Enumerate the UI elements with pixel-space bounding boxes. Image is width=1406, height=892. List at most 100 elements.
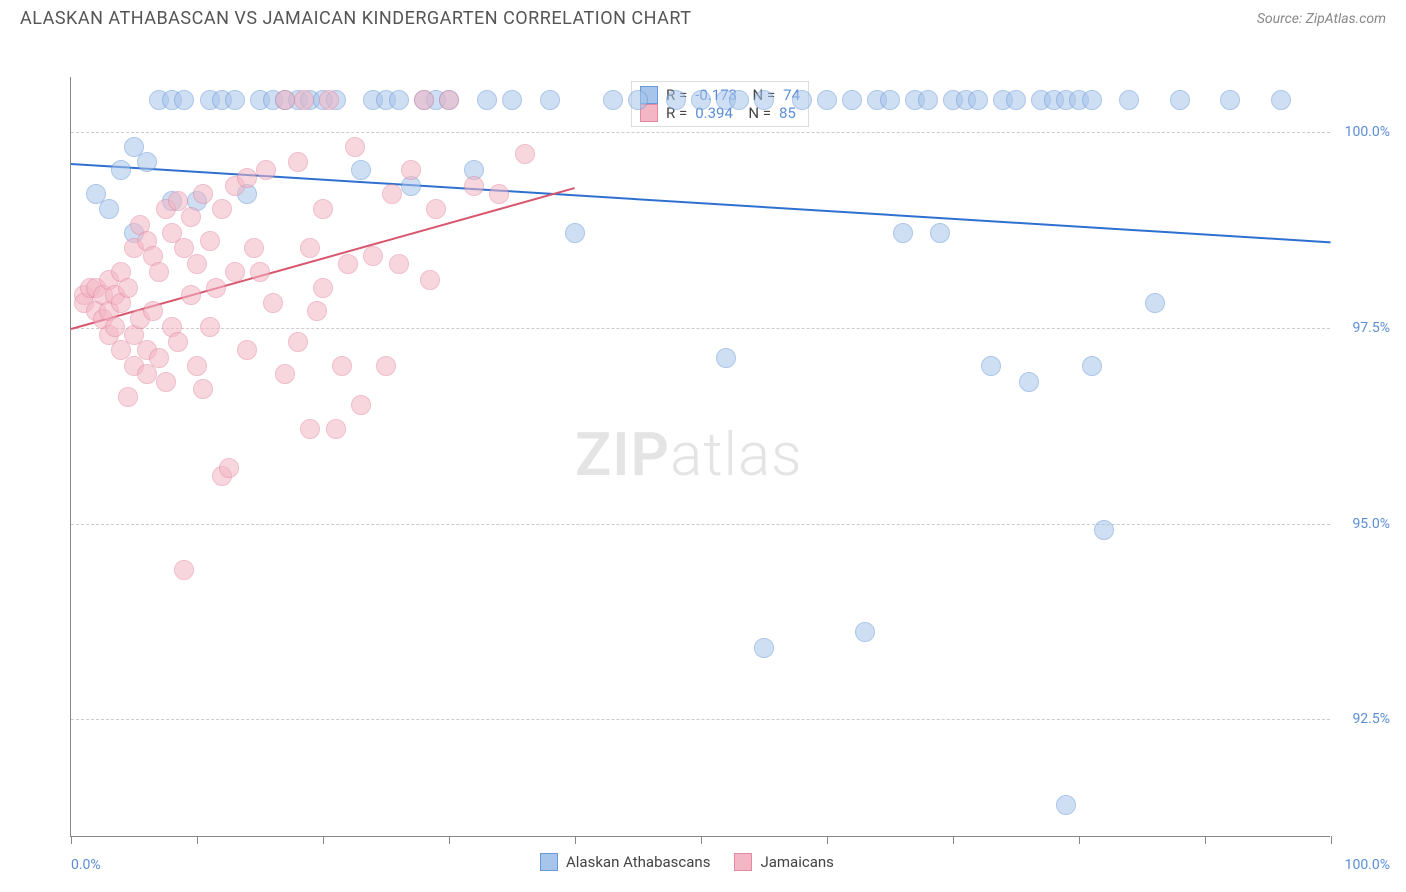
data-point	[319, 90, 339, 110]
y-tick-label: 100.0%	[1345, 124, 1390, 140]
data-point	[382, 184, 402, 204]
data-point	[1271, 90, 1291, 110]
x-tick	[1205, 836, 1206, 844]
data-point	[603, 90, 623, 110]
data-point	[332, 356, 352, 376]
data-point	[105, 317, 125, 337]
data-point	[143, 301, 163, 321]
gridline	[71, 132, 1330, 133]
data-point	[515, 144, 535, 164]
data-point	[716, 348, 736, 368]
data-point	[1082, 356, 1102, 376]
data-point	[351, 160, 371, 180]
data-point	[1119, 90, 1139, 110]
data-point	[376, 356, 396, 376]
data-point	[237, 340, 257, 360]
data-point	[338, 254, 358, 274]
legend-label: Alaskan Athabascans	[566, 853, 710, 871]
data-point	[118, 387, 138, 407]
data-point	[389, 90, 409, 110]
data-point	[489, 184, 509, 204]
data-point	[426, 199, 446, 219]
chart-header: ALASKAN ATHABASCAN VS JAMAICAN KINDERGAR…	[0, 0, 1406, 33]
data-point	[174, 560, 194, 580]
y-tick-label: 97.5%	[1352, 320, 1390, 336]
y-tick-label: 95.0%	[1352, 516, 1390, 532]
data-point	[288, 152, 308, 172]
data-point	[792, 90, 812, 110]
data-point	[477, 90, 497, 110]
data-point	[691, 90, 711, 110]
data-point	[187, 356, 207, 376]
data-point	[174, 90, 194, 110]
data-point	[351, 395, 371, 415]
gridline	[71, 524, 1330, 525]
x-tick	[71, 836, 72, 844]
data-point	[313, 199, 333, 219]
data-point	[930, 223, 950, 243]
legend-swatch	[734, 853, 752, 871]
data-point	[1220, 90, 1240, 110]
chart-source: Source: ZipAtlas.com	[1257, 11, 1386, 27]
data-point	[439, 90, 459, 110]
data-point	[275, 90, 295, 110]
data-point	[200, 317, 220, 337]
data-point	[300, 238, 320, 258]
data-point	[149, 348, 169, 368]
data-point	[981, 356, 1001, 376]
data-point	[193, 184, 213, 204]
data-point	[855, 622, 875, 642]
x-tick	[449, 836, 450, 844]
x-tick	[1331, 836, 1332, 844]
data-point	[200, 231, 220, 251]
n-value: 85	[779, 104, 796, 122]
data-point	[1170, 90, 1190, 110]
data-point	[206, 278, 226, 298]
data-point	[149, 262, 169, 282]
data-point	[1094, 520, 1114, 540]
legend-item: Alaskan Athabascans	[540, 853, 710, 871]
data-point	[294, 90, 314, 110]
data-point	[250, 262, 270, 282]
data-point	[212, 199, 232, 219]
data-point	[313, 278, 333, 298]
legend-label: Jamaicans	[760, 853, 833, 871]
data-point	[754, 90, 774, 110]
data-point	[237, 168, 257, 188]
x-axis-max-label: 100.0%	[1345, 857, 1390, 873]
legend-swatch	[540, 853, 558, 871]
gridline	[71, 719, 1330, 720]
x-tick	[197, 836, 198, 844]
data-point	[817, 90, 837, 110]
data-point	[156, 372, 176, 392]
plot-region: ZIPatlas R =-0.173 N =74R =0.394 N =85 9…	[70, 77, 1330, 837]
data-point	[193, 379, 213, 399]
data-point	[263, 293, 283, 313]
data-point	[968, 90, 988, 110]
data-point	[181, 285, 201, 305]
x-tick	[575, 836, 576, 844]
data-point	[1006, 90, 1026, 110]
x-tick	[701, 836, 702, 844]
x-tick	[953, 836, 954, 844]
data-point	[565, 223, 585, 243]
data-point	[326, 419, 346, 439]
data-point	[729, 90, 749, 110]
data-point	[345, 137, 365, 157]
data-point	[666, 90, 686, 110]
data-point	[256, 160, 276, 180]
data-point	[300, 419, 320, 439]
data-point	[275, 364, 295, 384]
data-point	[181, 207, 201, 227]
data-point	[118, 278, 138, 298]
data-point	[168, 332, 188, 352]
data-point	[893, 223, 913, 243]
data-point	[1145, 293, 1165, 313]
data-point	[389, 254, 409, 274]
data-point	[187, 254, 207, 274]
data-point	[244, 238, 264, 258]
data-point	[880, 90, 900, 110]
data-point	[225, 262, 245, 282]
data-point	[754, 638, 774, 658]
data-point	[99, 199, 119, 219]
